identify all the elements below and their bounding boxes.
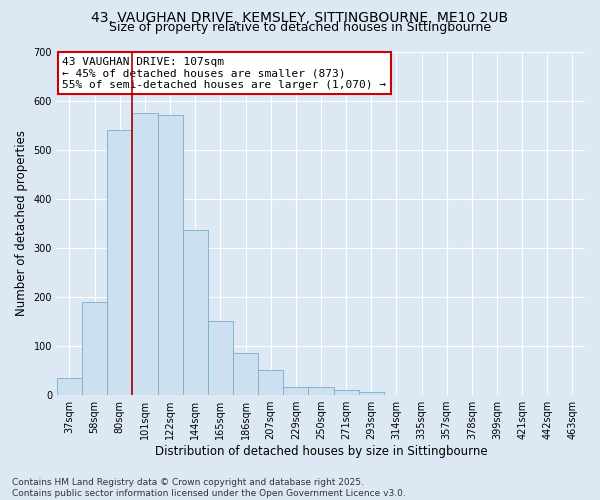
- Text: 43, VAUGHAN DRIVE, KEMSLEY, SITTINGBOURNE, ME10 2UB: 43, VAUGHAN DRIVE, KEMSLEY, SITTINGBOURN…: [91, 11, 509, 25]
- Bar: [334, 390, 359, 394]
- Bar: [359, 392, 384, 394]
- Bar: [57, 378, 82, 394]
- Bar: [133, 113, 158, 394]
- Bar: [283, 388, 308, 394]
- Bar: [308, 388, 334, 394]
- Bar: [233, 353, 258, 395]
- Text: Size of property relative to detached houses in Sittingbourne: Size of property relative to detached ho…: [109, 21, 491, 34]
- X-axis label: Distribution of detached houses by size in Sittingbourne: Distribution of detached houses by size …: [155, 444, 487, 458]
- Text: 43 VAUGHAN DRIVE: 107sqm
← 45% of detached houses are smaller (873)
55% of semi-: 43 VAUGHAN DRIVE: 107sqm ← 45% of detach…: [62, 56, 386, 90]
- Bar: [82, 302, 107, 394]
- Bar: [258, 370, 283, 394]
- Bar: [107, 130, 133, 394]
- Y-axis label: Number of detached properties: Number of detached properties: [15, 130, 28, 316]
- Bar: [182, 230, 208, 394]
- Text: Contains HM Land Registry data © Crown copyright and database right 2025.
Contai: Contains HM Land Registry data © Crown c…: [12, 478, 406, 498]
- Bar: [158, 115, 182, 394]
- Bar: [208, 321, 233, 394]
